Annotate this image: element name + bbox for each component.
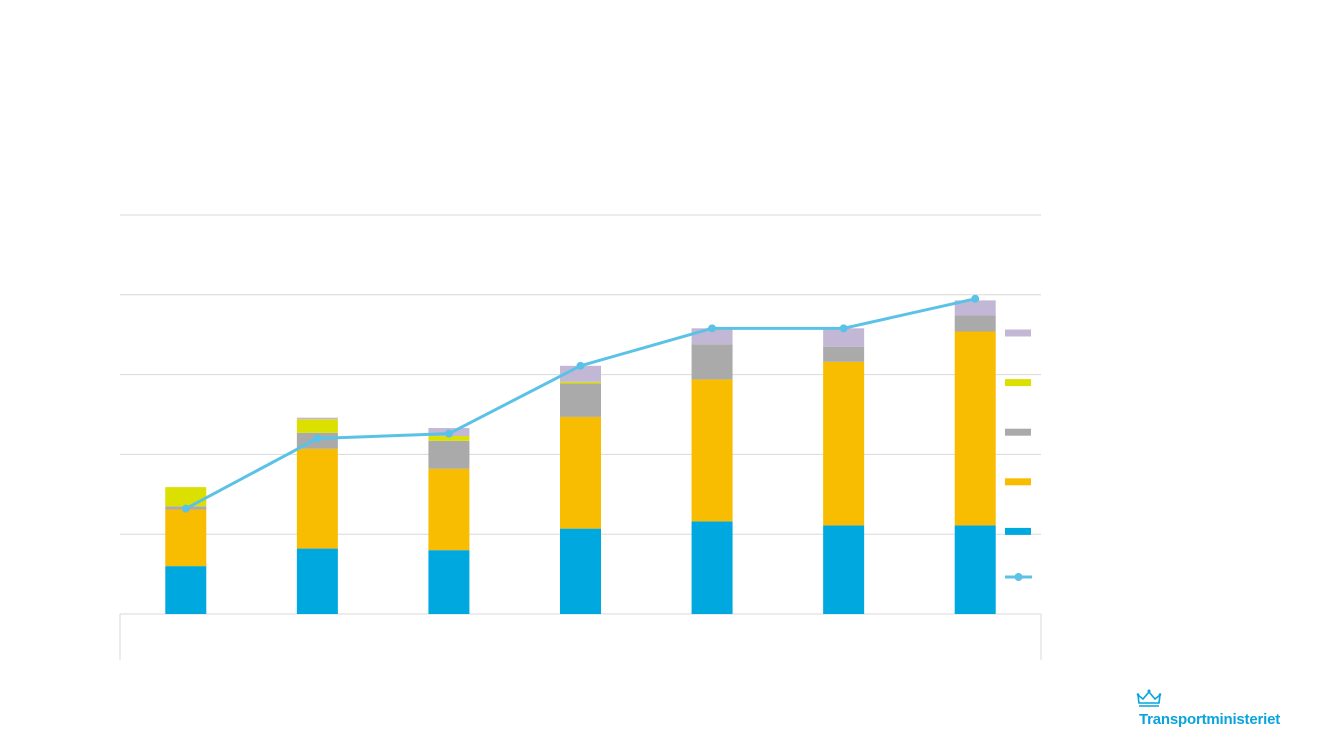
legend-swatch — [1005, 379, 1031, 387]
bar-segment — [428, 550, 470, 614]
bar-segment — [560, 416, 601, 529]
line-series — [181, 294, 980, 513]
bar-segment — [296, 448, 338, 549]
bar-segment — [296, 548, 338, 614]
line-point — [576, 361, 585, 370]
bar-segment — [560, 528, 601, 614]
bar-segment — [954, 525, 996, 614]
bar-segment — [296, 417, 338, 420]
brand-name: Transportministeriet — [1139, 711, 1281, 728]
bar-segment — [691, 379, 733, 522]
line-point — [839, 324, 848, 333]
legend-swatch — [1005, 527, 1031, 535]
bar-segment — [560, 381, 601, 384]
bar-segment — [296, 419, 338, 433]
line-point — [444, 429, 453, 438]
bar-segment — [165, 487, 207, 507]
legend-swatch — [1005, 329, 1031, 337]
line-point — [313, 434, 322, 443]
bar-segment — [428, 436, 470, 441]
bar-segment — [823, 361, 865, 526]
legend — [1005, 329, 1032, 581]
bar-segment — [954, 315, 996, 332]
bar-segment — [560, 383, 601, 417]
bar-segment — [954, 300, 996, 316]
bar-segment — [165, 509, 207, 567]
bar-segment — [428, 440, 470, 469]
bar-segment — [823, 346, 865, 362]
bars — [165, 300, 996, 614]
legend-swatch — [1005, 478, 1031, 486]
legend-swatch — [1005, 428, 1031, 436]
bar-segment — [954, 331, 996, 526]
line-point — [971, 294, 980, 303]
bar-segment — [823, 328, 865, 347]
bar-segment — [428, 468, 470, 551]
bar-segment — [165, 566, 207, 614]
line-point — [181, 504, 190, 513]
crown-icon — [1136, 689, 1162, 707]
legend-line-marker — [1014, 573, 1023, 581]
brand-logo: Transportministeriet — [1136, 689, 1306, 729]
line-point — [708, 324, 717, 333]
bar-segment — [823, 525, 865, 614]
bar-segment — [691, 521, 733, 614]
bar-segment — [691, 344, 733, 380]
